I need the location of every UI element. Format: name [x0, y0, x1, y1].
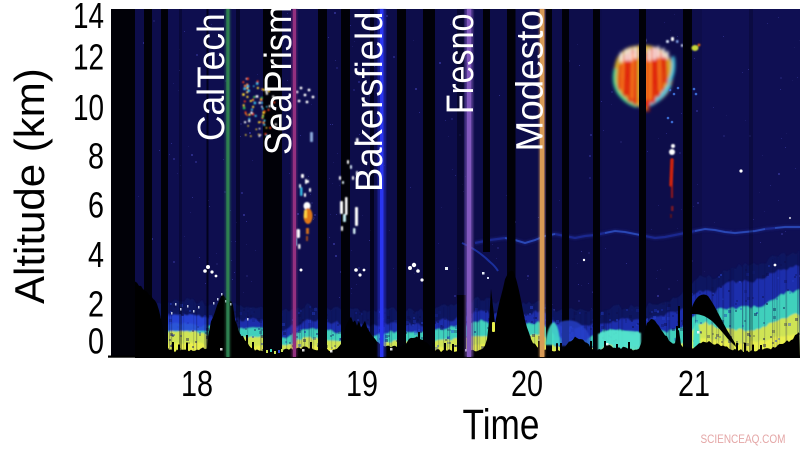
svg-text:8: 8: [88, 136, 104, 177]
svg-text:14: 14: [73, 0, 104, 36]
svg-text:19: 19: [346, 363, 378, 404]
svg-text:6: 6: [88, 185, 104, 226]
svg-text:Altitude (km): Altitude (km): [6, 68, 53, 304]
svg-text:10: 10: [73, 87, 104, 128]
svg-text:4: 4: [88, 234, 104, 275]
svg-text:0: 0: [88, 321, 104, 362]
svg-text:Modesto: Modesto: [508, 10, 551, 151]
svg-text:Time: Time: [463, 401, 540, 449]
svg-text:Bakersfield: Bakersfield: [347, 12, 390, 192]
svg-text:Fresno: Fresno: [440, 14, 482, 114]
svg-text:20: 20: [511, 363, 543, 404]
svg-text:SCIENCEAQ.COM: SCIENCEAQ.COM: [701, 434, 786, 446]
svg-text:2: 2: [88, 284, 104, 325]
svg-text:CalTech: CalTech: [190, 13, 232, 141]
svg-text:18: 18: [181, 363, 213, 404]
svg-text:21: 21: [678, 363, 710, 404]
svg-text:12: 12: [73, 37, 104, 78]
svg-text:SeaPrism: SeaPrism: [256, 5, 299, 155]
